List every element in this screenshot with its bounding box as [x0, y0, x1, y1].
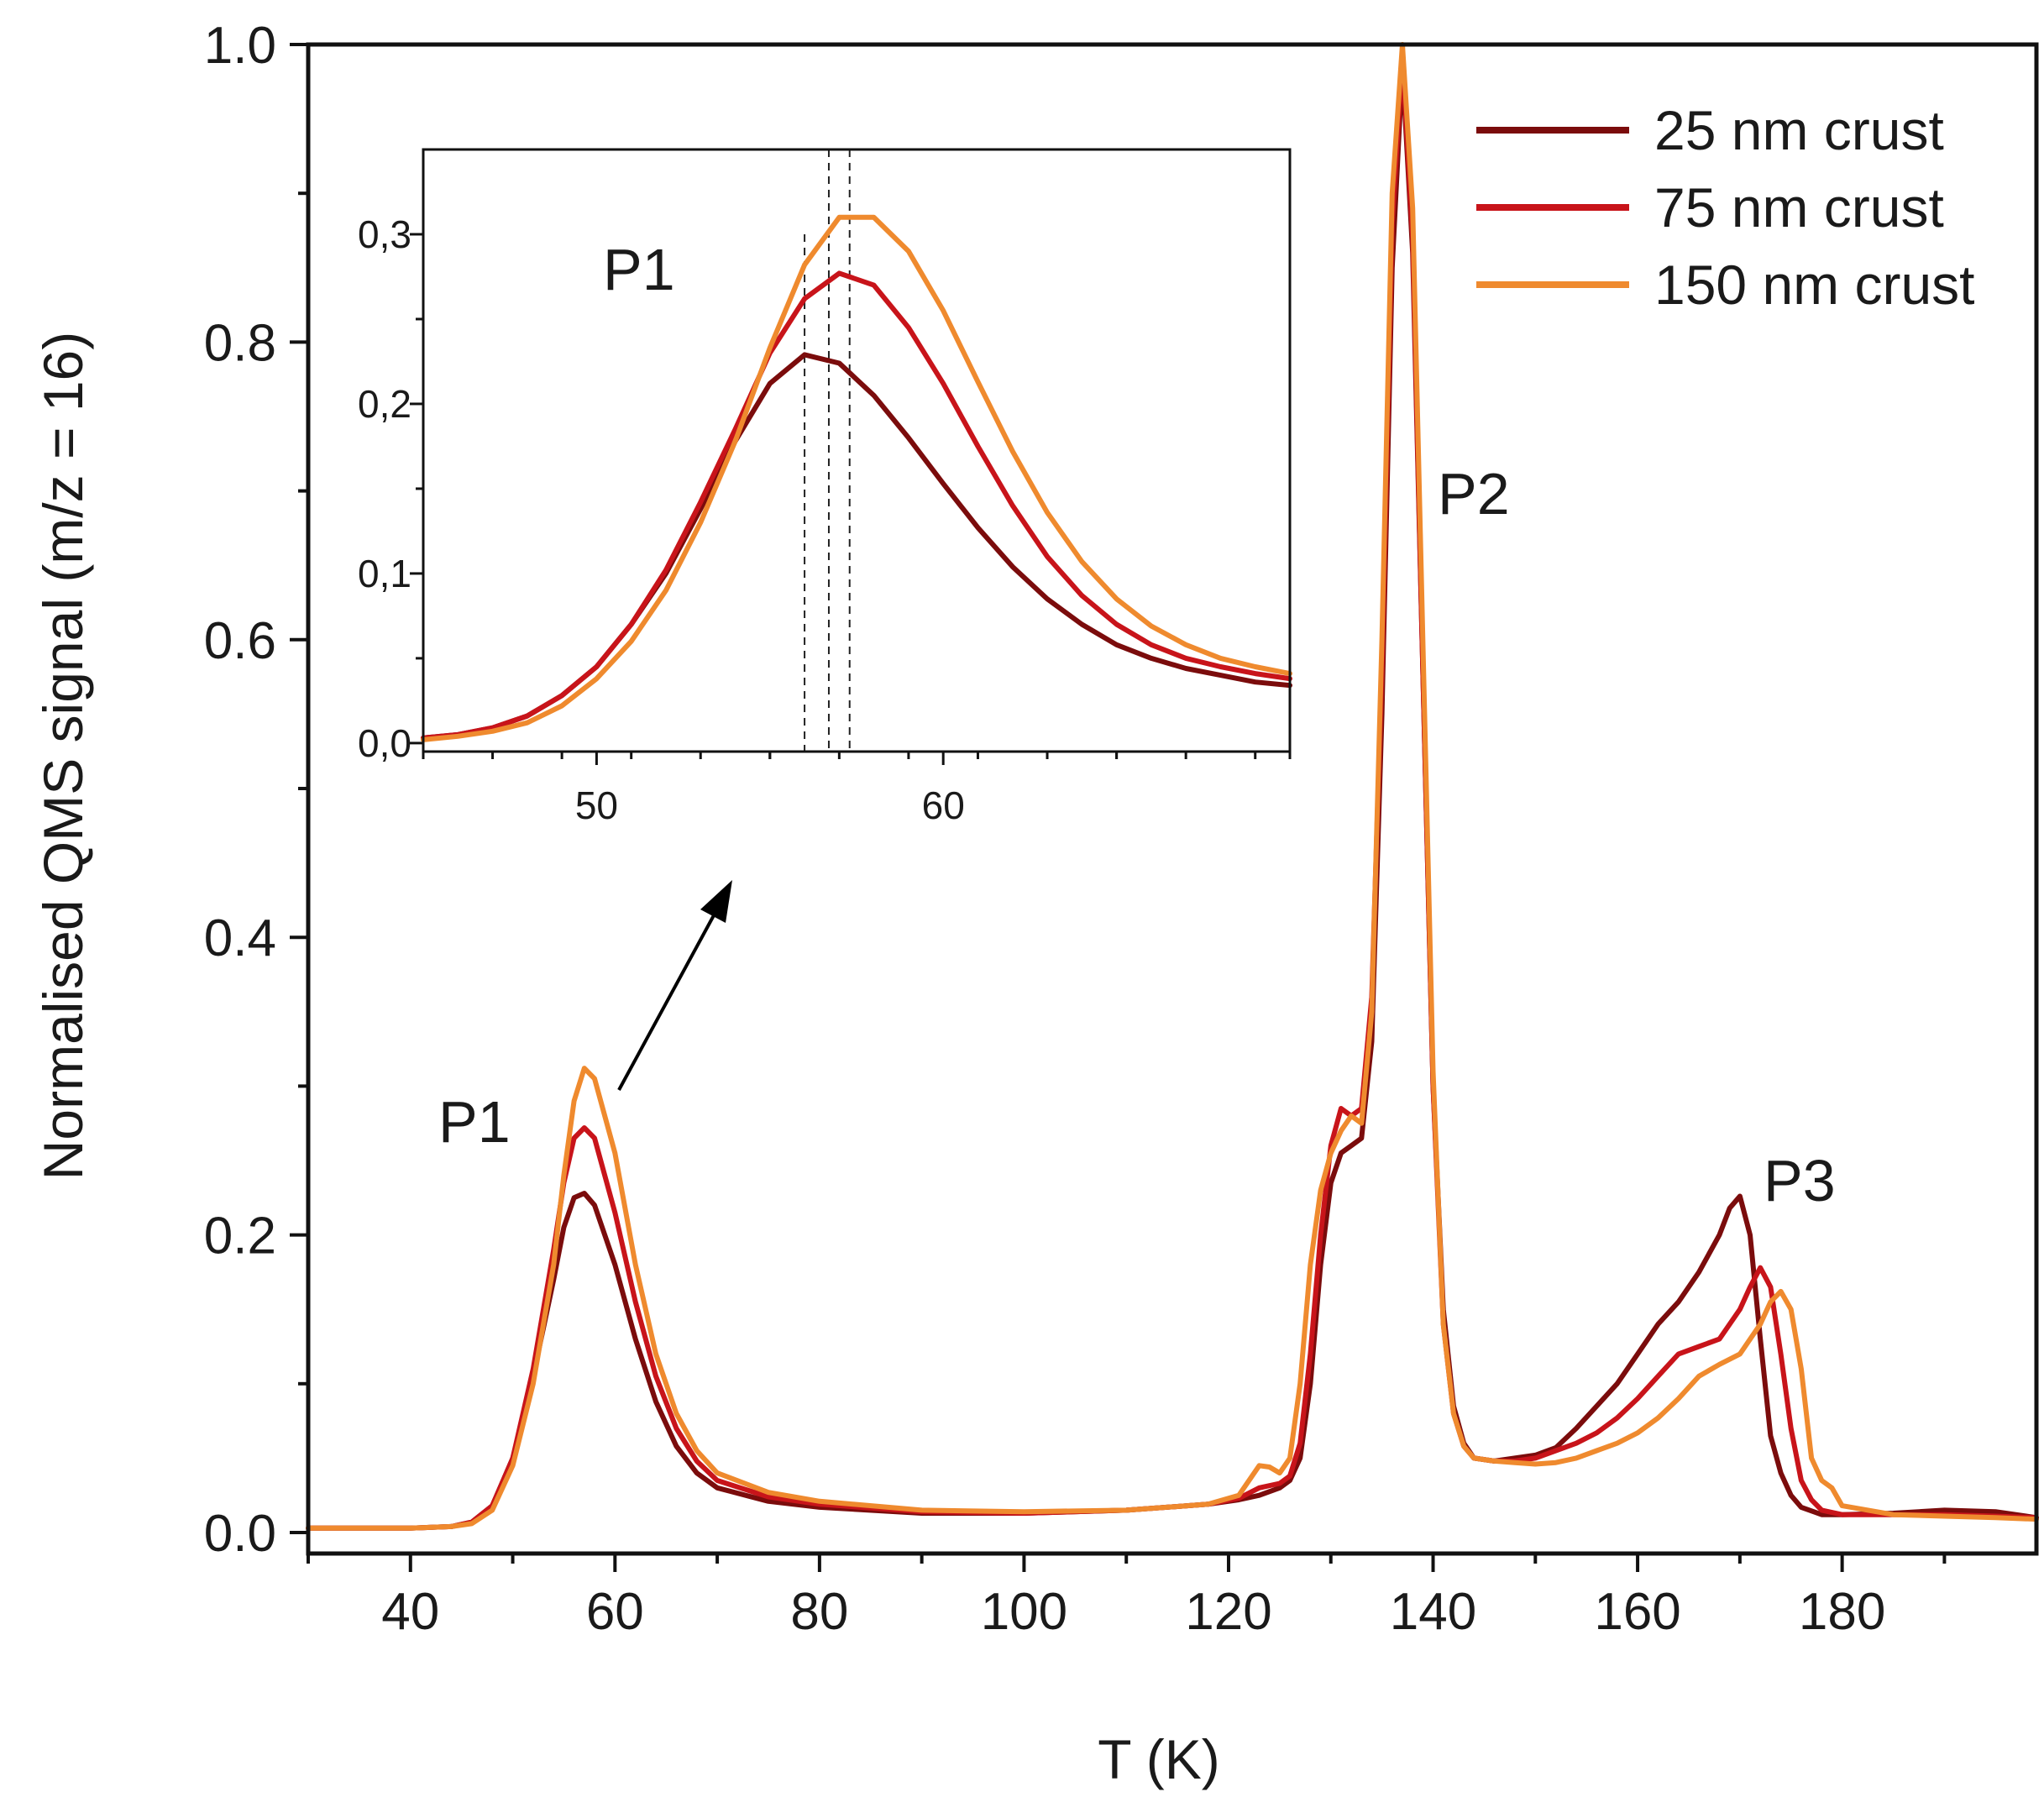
- main-x-tick-label: 160: [1594, 1583, 1680, 1641]
- main-ticks: 40 60 80 100 120 140 160 180 0.0 0.2 0.4 0.6 0.8 1.0: [204, 17, 1947, 1641]
- main-y-tick-label: 0.4: [204, 909, 276, 967]
- inset-y-tick-label: 0,3: [358, 212, 411, 256]
- legend-label-75nm: 75 nm crust: [1654, 176, 1944, 238]
- legend-label-25nm: 25 nm crust: [1654, 99, 1944, 161]
- main-series-150-nm-crust: [306, 42, 2039, 1531]
- main-x-tick-label: 80: [790, 1583, 848, 1641]
- legend: 25 nm crust 75 nm crust 150 nm crust: [1476, 99, 1975, 316]
- inset-series-75-nm-crust: [421, 270, 1292, 741]
- main-y-tick-label: 1.0: [204, 17, 276, 75]
- main-plot-frame: [306, 42, 2039, 1556]
- inset-ticks: 50 60 0,0 0,1 0,2 0,3: [358, 212, 1292, 827]
- inset-x-tick-label: 50: [575, 783, 618, 827]
- inset-y-tick-label: 0,2: [358, 382, 411, 426]
- main-x-tick-label: 140: [1390, 1583, 1476, 1641]
- main-y-tick-label: 0.2: [204, 1208, 276, 1265]
- peak-label-p2: P2: [1438, 461, 1510, 527]
- peak-label-p1: P1: [438, 1089, 511, 1155]
- legend-label-150nm: 150 nm crust: [1654, 254, 1975, 316]
- peak-label-p3: P3: [1764, 1148, 1836, 1213]
- main-plot: 40 60 80 100 120 140 160 1800.00.20.40.60.81.0 …: [32, 17, 2039, 1790]
- main-x-tick-label: 120: [1185, 1583, 1271, 1641]
- main-x-tick-label: 60: [586, 1583, 644, 1641]
- inset-y-tick-label: 0,1: [358, 552, 411, 595]
- x-axis-title: T (K): [1098, 1728, 1219, 1790]
- main-y-tick-label: 0.6: [204, 612, 276, 670]
- y-axis-title: Normalised QMS signal (m/z = 16): [32, 332, 94, 1180]
- main-x-tick-label: 100: [981, 1583, 1067, 1641]
- main-x-tick-label: 40: [381, 1583, 439, 1641]
- main-data-lines: [306, 42, 2039, 1531]
- inset-background: [423, 149, 1290, 752]
- inset-title-p1: P1: [603, 237, 675, 302]
- inset-peak-markers: [804, 149, 851, 752]
- inset-y-tick-label: 0,0: [358, 721, 411, 765]
- main-y-tick-label: 0.8: [204, 314, 276, 372]
- zoom-arrow: [617, 880, 732, 1091]
- main-x-tick-label: 180: [1799, 1583, 1885, 1641]
- inset-data-lines: [421, 214, 1292, 742]
- main-y-tick-label: 0.0: [204, 1505, 276, 1563]
- inset-x-tick-label: 60: [922, 783, 965, 827]
- inset-plot: 50 60 0,0 0,1 0,2 0,3 P1: [358, 148, 1292, 827]
- inset-frame: [422, 148, 1292, 753]
- inset-series-150-nm-crust: [421, 214, 1292, 742]
